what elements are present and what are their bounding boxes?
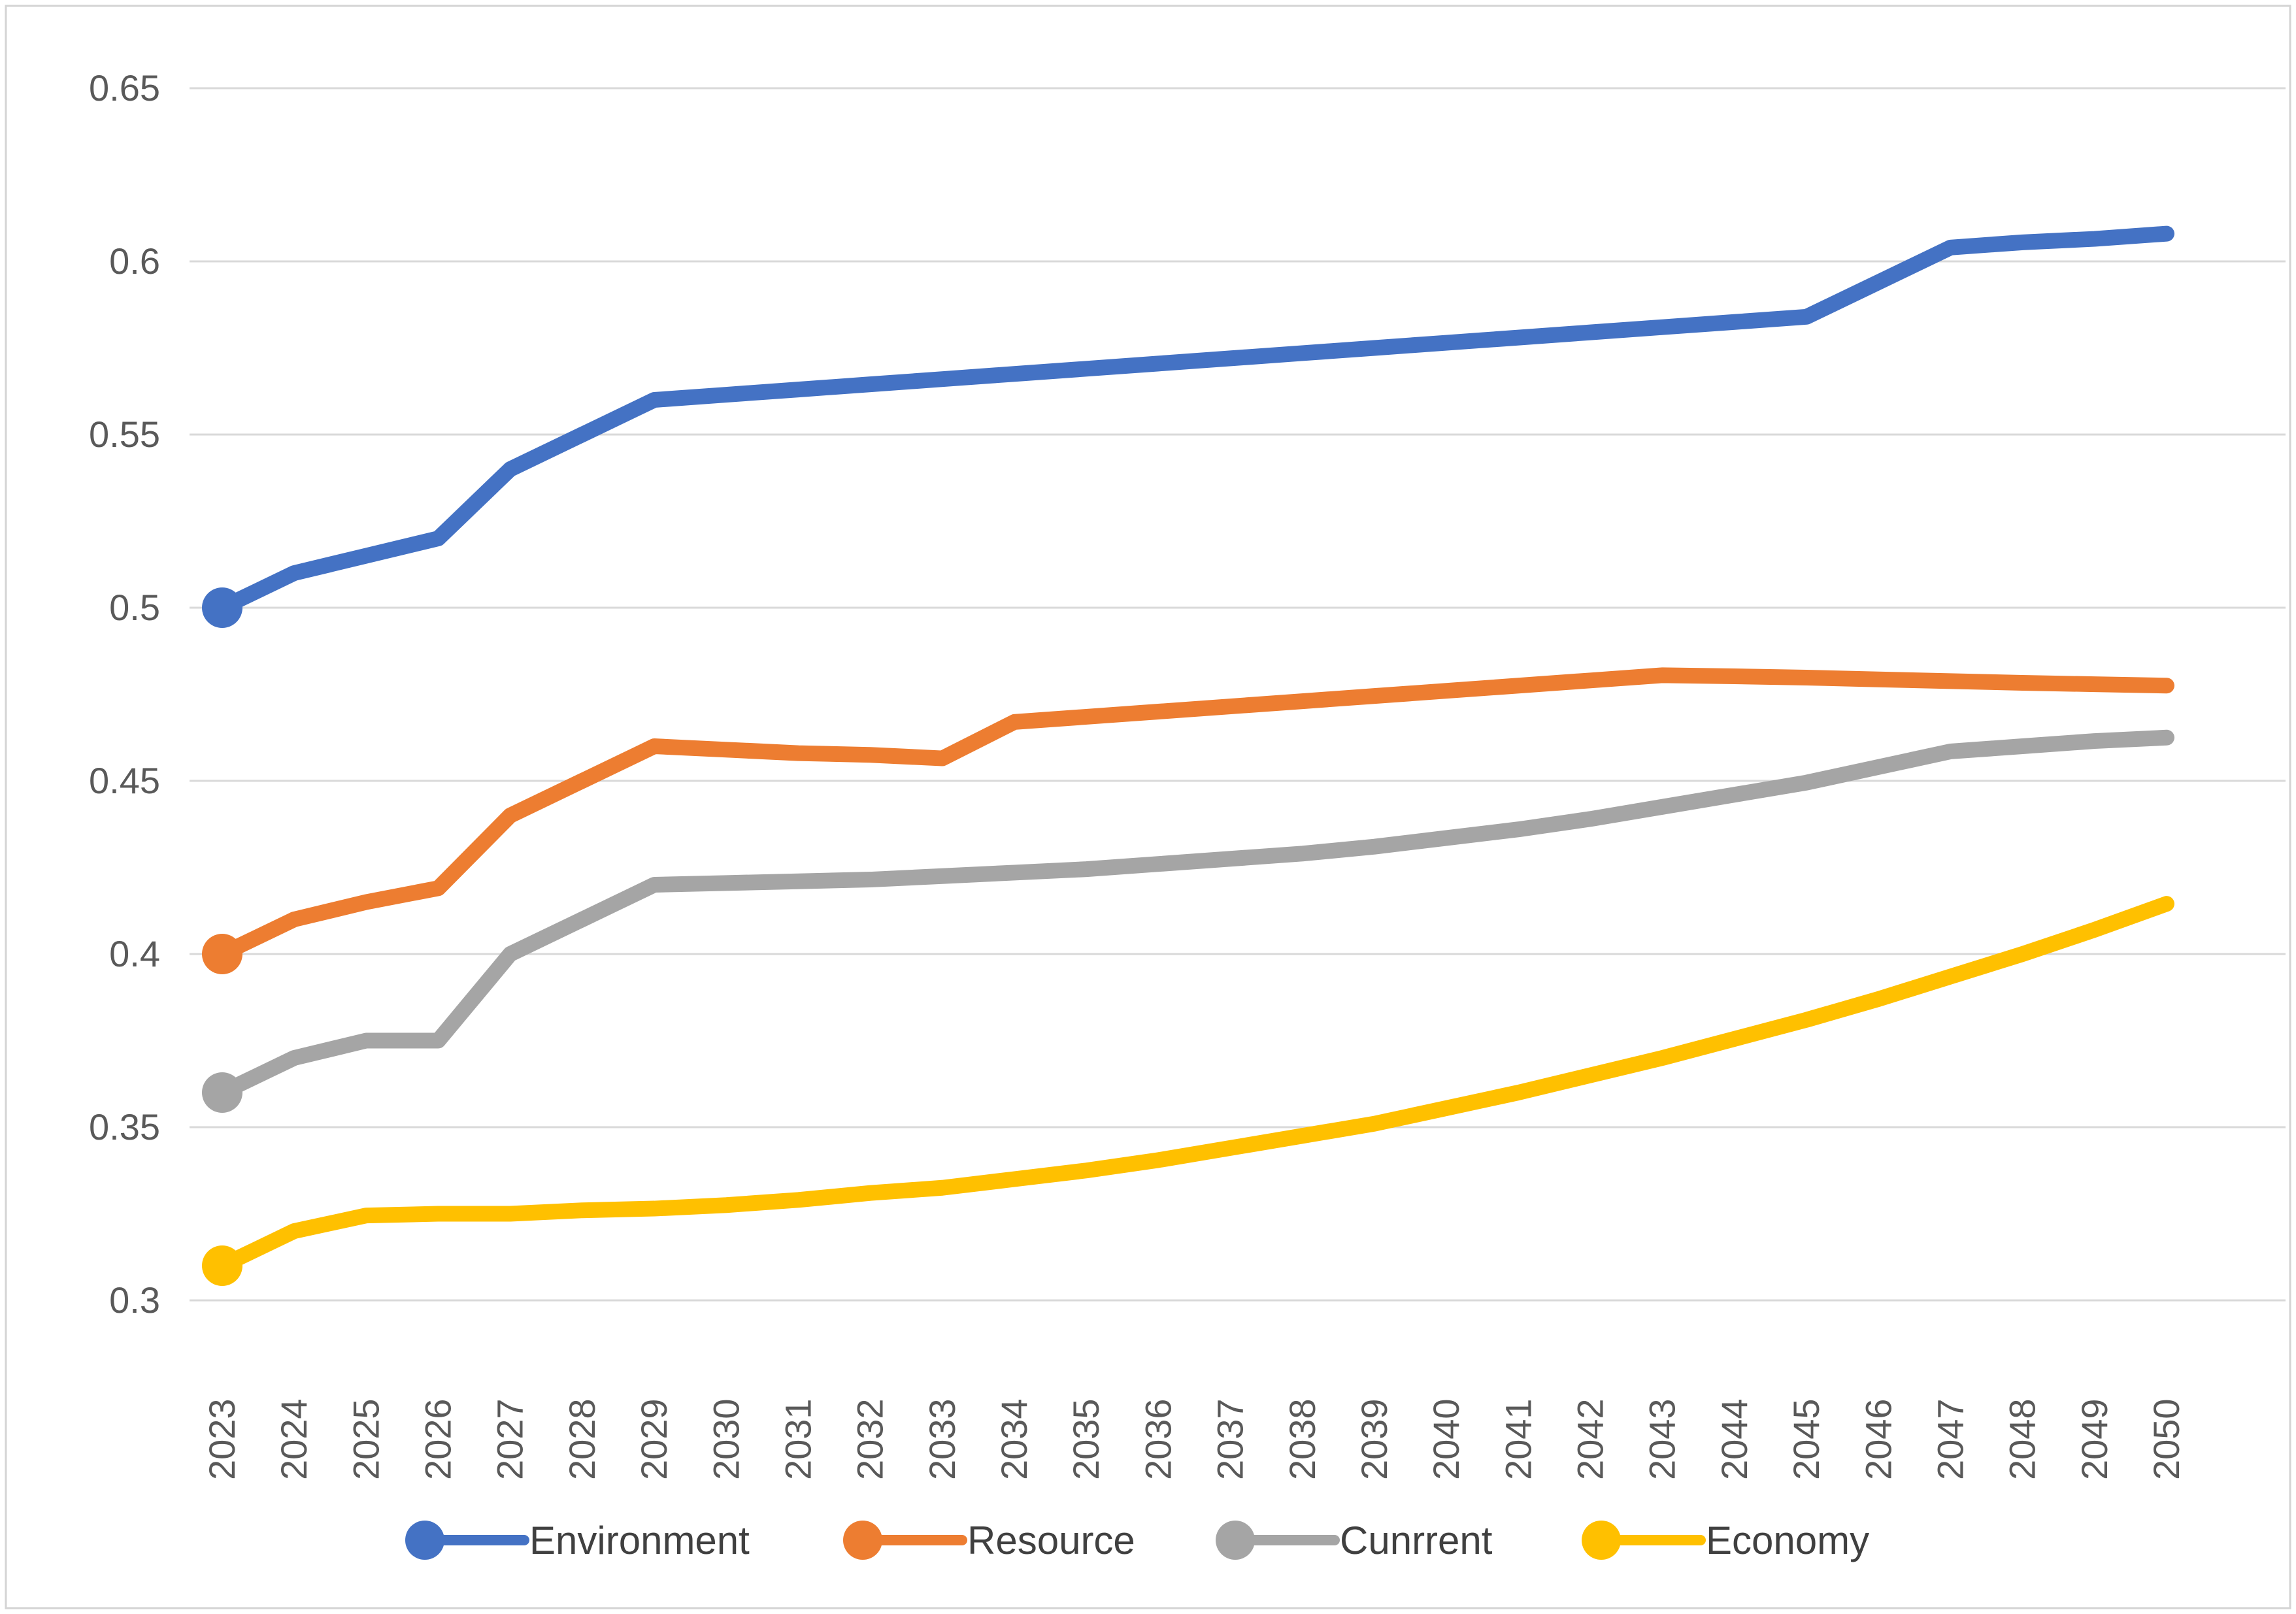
- legend-item-label: Economy: [1706, 1519, 1869, 1562]
- y-axis-tick-label: 0.35: [89, 1106, 160, 1147]
- legend-marker-icon: [405, 1521, 444, 1560]
- y-axis-tick-label: 0.4: [109, 933, 160, 974]
- x-axis-tick-label: 2030: [705, 1398, 746, 1480]
- x-axis-tick-label: 2050: [2146, 1398, 2187, 1480]
- y-axis-tick-label: 0.65: [89, 67, 160, 108]
- legend-item-cunrrent: Cunrrent: [1216, 1519, 1493, 1562]
- x-axis-tick-label: 2027: [490, 1398, 531, 1480]
- x-axis-tick-label: 2024: [273, 1398, 314, 1480]
- legend-item-label: Cunrrent: [1340, 1519, 1493, 1562]
- x-axis-tick-label: 2043: [1642, 1398, 1683, 1480]
- chart-area-border: [5, 5, 2291, 1609]
- x-axis-tick-label: 2025: [345, 1398, 386, 1480]
- y-axis-tick-label: 0.6: [109, 240, 160, 282]
- x-axis-tick-label: 2036: [1137, 1398, 1178, 1480]
- series-lines: [202, 225, 2174, 1286]
- y-axis-tick-label: 0.55: [89, 414, 160, 455]
- series-line-environment: [214, 225, 2174, 616]
- x-axis-tick-label: 2028: [561, 1398, 603, 1480]
- legend-item-resource: Resource: [843, 1519, 1135, 1562]
- legend-item-environment: Environment: [405, 1519, 750, 1562]
- x-axis-tick-label: 2033: [922, 1398, 963, 1480]
- x-axis-tick-label: 2049: [2074, 1398, 2115, 1480]
- series-line-economy: [214, 896, 2174, 1274]
- x-axis-tick-label: 2047: [1929, 1398, 1971, 1480]
- series-start-marker-economy: [202, 1245, 242, 1286]
- x-axis-labels: 2023 2024 2025 2026 2027 2028 2029 2030 2031 2032…: [201, 1398, 2187, 1480]
- series-start-marker-environment: [202, 587, 242, 628]
- x-axis-tick-label: 2039: [1354, 1398, 1395, 1480]
- legend-marker-icon: [1216, 1521, 1255, 1560]
- gridlines: [190, 87, 2286, 1302]
- y-axis-tick-label: 0.3: [109, 1279, 160, 1321]
- y-axis-tick-label: 0.45: [89, 760, 160, 801]
- x-axis-tick-label: 2026: [418, 1398, 459, 1480]
- x-axis-tick-label: 2046: [1857, 1398, 1899, 1480]
- y-axis-labels: 0.65 0.6 0.55 0.5 0.45 0.4 0.35 0.3: [89, 67, 160, 1321]
- series-line-cunrrent: [214, 729, 2174, 1100]
- x-axis-tick-label: 2037: [1210, 1398, 1251, 1480]
- x-axis-tick-label: 2048: [2002, 1398, 2043, 1480]
- legend-marker-icon: [843, 1521, 882, 1560]
- legend-item-economy: Economy: [1582, 1519, 1869, 1562]
- chart-legend: Environment Resource Cunrrent Economy: [405, 1519, 1869, 1562]
- x-axis-tick-label: 2040: [1425, 1398, 1467, 1480]
- series-start-marker-cunrrent: [202, 1072, 242, 1113]
- x-axis-tick-label: 2034: [993, 1398, 1035, 1480]
- legend-item-label: Resource: [967, 1519, 1135, 1562]
- x-axis-tick-label: 2042: [1570, 1398, 1611, 1480]
- x-axis-tick-label: 2023: [201, 1398, 242, 1480]
- x-axis-tick-label: 2029: [633, 1398, 674, 1480]
- legend-marker-icon: [1582, 1521, 1621, 1560]
- x-axis-tick-label: 2035: [1065, 1398, 1106, 1480]
- x-axis-tick-label: 2044: [1714, 1398, 1755, 1480]
- series-start-marker-resource: [202, 934, 242, 974]
- y-axis-tick-label: 0.5: [109, 587, 160, 628]
- x-axis-tick-label: 2045: [1786, 1398, 1827, 1480]
- x-axis-tick-label: 2031: [777, 1398, 818, 1480]
- x-axis-tick-label: 2038: [1282, 1398, 1323, 1480]
- series-line-resource: [214, 667, 2174, 962]
- x-axis-tick-label: 2032: [850, 1398, 891, 1480]
- x-axis-tick-label: 2041: [1497, 1398, 1539, 1480]
- legend-item-label: Environment: [529, 1519, 750, 1562]
